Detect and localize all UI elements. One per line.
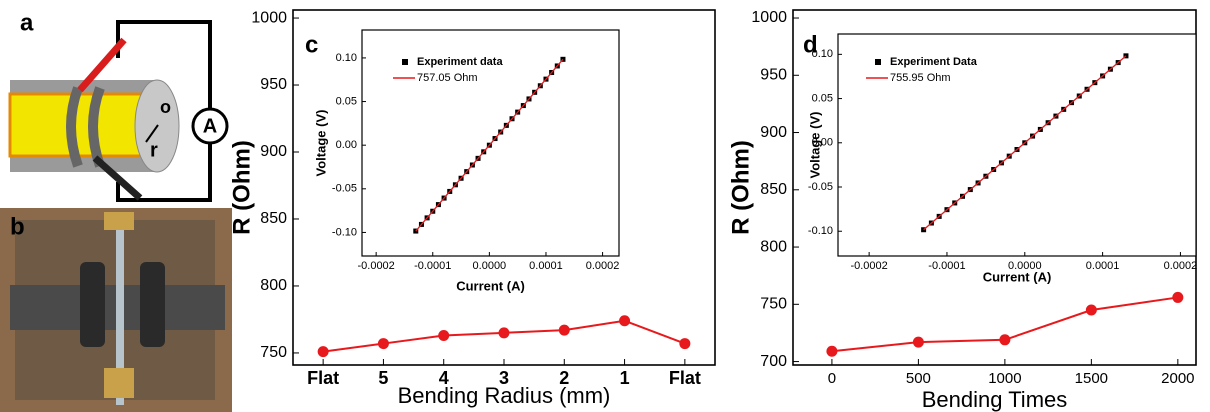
y-axis-label: R (Ohm)	[727, 140, 754, 235]
x-tick-label: 0.0001	[529, 260, 563, 272]
radius-label: r	[150, 139, 158, 161]
panel-label: c	[305, 31, 318, 58]
x-tick-label: 1000	[988, 370, 1021, 387]
data-point	[999, 334, 1011, 346]
y-tick-label: 950	[760, 66, 787, 83]
y-tick-label: 0.05	[336, 95, 357, 107]
x-axis-label: Bending Radius (mm)	[398, 383, 611, 408]
probe	[92, 155, 143, 201]
photo: b	[0, 208, 232, 412]
y-tick-label: 900	[260, 143, 287, 160]
data-point	[912, 336, 924, 348]
x-tick-label: 3	[499, 368, 509, 388]
x-tick-label: -0.0002	[850, 260, 887, 272]
x-tick-label: 2000	[1161, 370, 1194, 387]
data-point	[619, 315, 631, 327]
x-tick-label: 4	[439, 368, 449, 388]
x-tick-label: 0.0002	[1164, 260, 1198, 272]
legend-label: 757.05 Ohm	[417, 72, 478, 84]
y-tick-label: -0.10	[332, 226, 357, 238]
x-tick-label: 0.0001	[1086, 260, 1120, 272]
legend-marker	[875, 59, 881, 65]
x-tick-label: 0	[828, 370, 836, 387]
x-tick-label: 0.0000	[473, 260, 507, 272]
y-tick-label: -0.05	[808, 181, 833, 193]
radius-arrow	[145, 124, 159, 143]
x-tick-label: 0.0002	[586, 260, 620, 272]
data-point	[377, 338, 389, 350]
y-tick-label: 0.05	[812, 92, 833, 104]
y-tick-label: 800	[760, 238, 787, 255]
panel-label: a	[20, 9, 34, 36]
y-tick-label: 0.00	[812, 137, 833, 149]
fiber	[116, 215, 124, 405]
y-tick-label: 0.10	[336, 52, 357, 64]
clamp	[80, 262, 105, 347]
y-tick-label: 850	[760, 181, 787, 198]
wire	[116, 140, 212, 202]
chart: -0.0002 -0.0001 0.0000 0.0001 0.0002 -0.10 -0.…	[313, 29, 620, 293]
x-tick-label: 1	[620, 368, 630, 388]
x-tick-label: 5	[378, 368, 388, 388]
x-tick-label: -0.0001	[928, 260, 965, 272]
data-point	[826, 345, 838, 357]
legend-marker	[402, 59, 408, 65]
conductor	[8, 92, 152, 158]
y-tick-label: 700	[760, 353, 787, 370]
data-point	[1085, 304, 1097, 316]
chart: -0.0002 -0.0001 0.0000 0.0001 0.0002 -0.10 -0.…	[807, 33, 1198, 284]
y-tick-label: 0.00	[336, 139, 357, 151]
y-tick-label: 850	[260, 210, 287, 227]
y-tick-label: -0.05	[332, 183, 357, 195]
legend-label: 755.95 Ohm	[890, 72, 951, 84]
wire	[116, 20, 212, 112]
data-point	[317, 346, 329, 358]
x-tick-label: 0.0000	[1008, 260, 1042, 272]
y-tick-label: 900	[760, 124, 787, 141]
legend-label: Experiment Data	[890, 56, 978, 68]
contact	[104, 212, 134, 230]
plot-area	[837, 33, 1197, 257]
x-axis-label: Bending Times	[922, 387, 1068, 412]
contact	[104, 368, 134, 398]
x-axis-label: Current (A)	[983, 269, 1052, 284]
x-axis-label: Current (A)	[456, 278, 525, 293]
ammeter-label: A	[203, 115, 217, 137]
x-tick-label: Flat	[307, 368, 339, 388]
y-tick-label: -0.10	[808, 225, 833, 237]
contact-ring	[66, 86, 83, 168]
data-point	[498, 327, 510, 339]
panel-label: d	[803, 31, 818, 58]
y-tick-label: 750	[260, 344, 287, 361]
y-axis-label: Voltage (V)	[313, 110, 328, 177]
probe	[77, 37, 127, 93]
x-tick-label: Flat	[669, 368, 701, 388]
y-axis-label: R (Ohm)	[228, 140, 255, 235]
x-tick-label: 2	[559, 368, 569, 388]
y-tick-label: 950	[260, 76, 287, 93]
y-tick-label: 1000	[251, 9, 287, 26]
data-point	[1172, 291, 1184, 303]
data-line	[923, 55, 1127, 231]
clamp	[140, 262, 165, 347]
data-point	[558, 324, 570, 336]
data-line	[415, 58, 564, 232]
legend-label: Experiment data	[417, 56, 503, 68]
ammeter	[191, 107, 229, 145]
x-tick-label: 1500	[1075, 370, 1108, 387]
y-tick-label: 750	[760, 296, 787, 313]
panel-label: b	[10, 213, 25, 240]
origin-label: o	[160, 97, 171, 117]
x-tick-label: -0.0002	[357, 260, 394, 272]
data-point	[679, 338, 691, 350]
x-tick-label: -0.0001	[414, 260, 451, 272]
schematic: a o r A	[8, 9, 229, 202]
x-tick-label: 500	[906, 370, 931, 387]
y-tick-label: 1000	[751, 9, 787, 26]
data-point	[438, 330, 450, 342]
y-tick-label: 0.10	[812, 48, 833, 60]
y-tick-label: 800	[260, 277, 287, 294]
y-axis-label: Voltage (V)	[807, 112, 822, 179]
